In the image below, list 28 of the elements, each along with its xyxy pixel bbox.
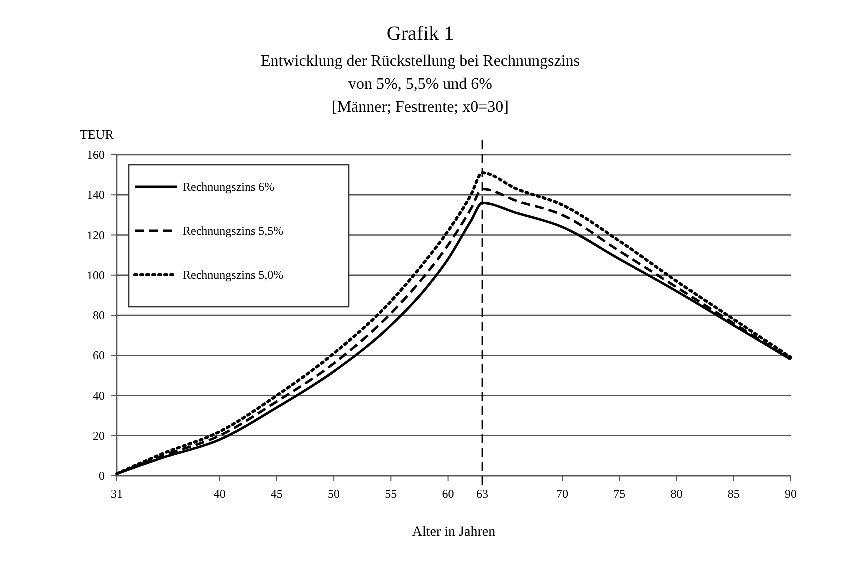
x-tick-label: 45 <box>270 487 283 501</box>
x-tick-label: 60 <box>442 487 454 501</box>
x-axis-title: Alter in Jahren <box>412 525 496 540</box>
x-tick-label: 70 <box>556 487 569 501</box>
y-tick-label: 100 <box>87 268 105 282</box>
y-axis-title: TEUR <box>80 127 114 142</box>
legend-label: Rechnungszins 5,5% <box>183 224 284 238</box>
legend-label: Rechnungszins 5,0% <box>183 268 284 282</box>
chart-subtitle: Entwicklung der Rückstellung bei Rechnungszins von 5%, 5,5% und 6% [Männer; Festrente; x0=30] <box>260 53 580 116</box>
y-tick-label: 120 <box>87 228 105 242</box>
x-tick-label: 75 <box>614 487 626 501</box>
y-tick-label: 60 <box>93 348 105 363</box>
x-tick-label: 90 <box>785 487 797 501</box>
y-tick-label: 80 <box>93 308 105 322</box>
x-tick-label: 55 <box>385 487 398 501</box>
x-tick-label: 80 <box>670 487 683 501</box>
y-tick-label: 160 <box>87 148 105 162</box>
chart-title: Grafik 1 <box>386 23 454 45</box>
y-tick-label: 0 <box>99 469 105 483</box>
x-tick-label: 40 <box>214 487 226 501</box>
y-tick-label: 20 <box>93 428 105 443</box>
y-tick-label: 140 <box>87 188 105 202</box>
legend-label: Rechnungszins 6% <box>183 180 275 194</box>
x-tick-label: 63 <box>476 487 489 501</box>
x-tick-label: 31 <box>111 487 123 501</box>
x-tick-label: 50 <box>328 487 340 501</box>
y-tick-label: 40 <box>93 388 105 403</box>
x-tick-label: 85 <box>728 487 740 501</box>
